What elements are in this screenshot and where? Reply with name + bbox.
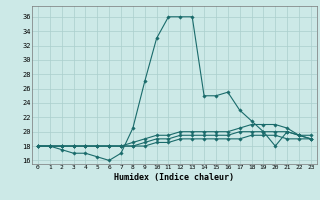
X-axis label: Humidex (Indice chaleur): Humidex (Indice chaleur): [115, 173, 234, 182]
